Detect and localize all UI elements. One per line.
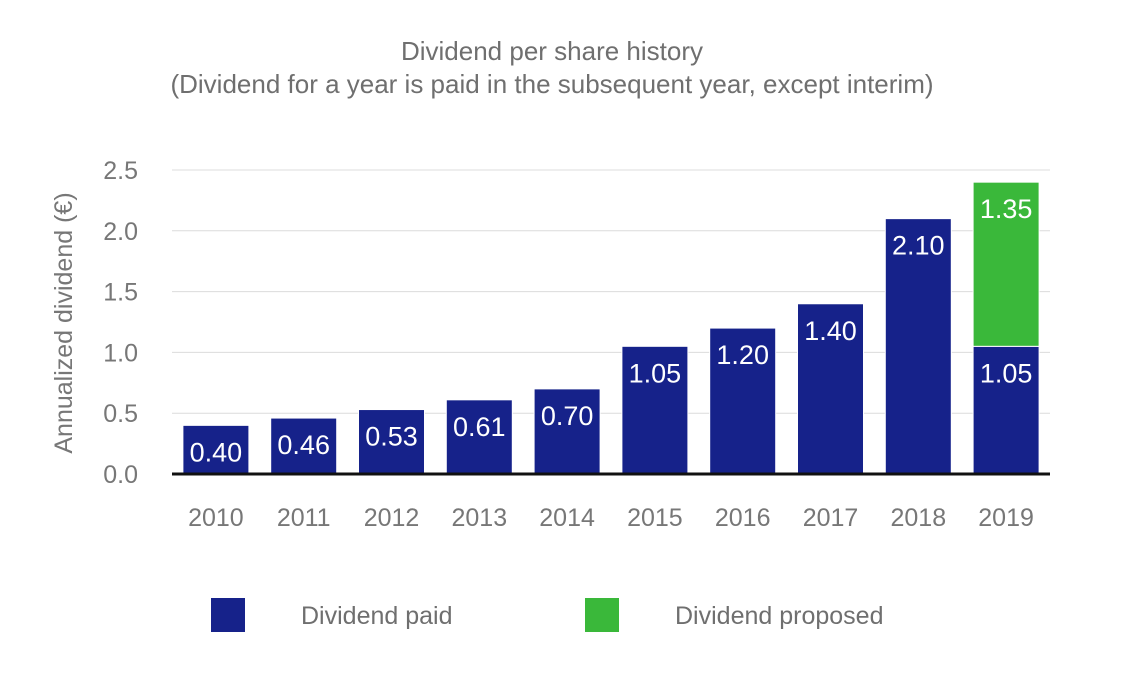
y-tick-label: 2.5 xyxy=(103,157,138,185)
bars xyxy=(182,181,1040,475)
x-tick-label: 2014 xyxy=(539,504,595,532)
x-tick-label: 2013 xyxy=(451,504,507,532)
y-axis-label: Annualized dividend (€) xyxy=(50,192,78,453)
bar-value-label: 0.70 xyxy=(541,401,594,431)
bar-value-label: 1.40 xyxy=(804,316,857,346)
x-tick-label: 2015 xyxy=(627,504,683,532)
bar-value-label: 1.20 xyxy=(716,340,769,370)
bar-value-label: 1.05 xyxy=(980,358,1033,388)
x-tick-label: 2012 xyxy=(364,504,420,532)
bar-paid xyxy=(182,424,250,475)
bar-value-label: 1.35 xyxy=(980,194,1033,224)
x-tick-label: 2019 xyxy=(978,504,1034,532)
x-tick-label: 2011 xyxy=(277,504,331,532)
bar-value-label: 2.10 xyxy=(892,231,945,261)
bar-value-label: 0.61 xyxy=(453,412,506,442)
bar-paid xyxy=(445,399,513,475)
y-tick-labels: 0.0 0.5 1.0 1.5 2.0 2.5 xyxy=(103,157,138,489)
x-tick-label: 2018 xyxy=(890,504,946,532)
bar-paid xyxy=(621,345,689,475)
legend-label-paid: Dividend paid xyxy=(301,602,453,630)
chart-subtitle: (Dividend for a year is paid in the subs… xyxy=(170,69,933,99)
bar-paid xyxy=(709,327,777,475)
x-tick-label: 2010 xyxy=(188,504,244,532)
legend: Dividend paid Dividend proposed xyxy=(211,598,883,632)
bar-value-label: 1.05 xyxy=(629,358,682,388)
x-tick-labels: 2010 2011 2012 2013 2014 2015 2016 2017 2018 2019 xyxy=(188,504,1034,532)
x-tick-label: 2016 xyxy=(715,504,771,532)
x-tick-label: 2017 xyxy=(803,504,859,532)
legend-swatch-proposed xyxy=(585,598,619,632)
chart-title: Dividend per share history xyxy=(401,36,703,66)
y-tick-label: 1.0 xyxy=(103,339,138,367)
legend-label-proposed: Dividend proposed xyxy=(675,602,883,630)
y-tick-label: 0.5 xyxy=(103,400,138,428)
bar-value-labels: 0.40 0.46 0.53 0.61 0.70 1.05 1.20 1.40 2.10 1.05… xyxy=(190,194,1033,467)
bar-value-label: 0.46 xyxy=(277,430,330,460)
legend-swatch-paid xyxy=(211,598,245,632)
bar-value-label: 0.53 xyxy=(365,422,418,452)
bar-paid xyxy=(884,218,952,475)
bar-paid xyxy=(972,345,1040,475)
bar-proposed xyxy=(972,181,1040,347)
bar-paid xyxy=(358,409,425,475)
bar-paid xyxy=(797,303,864,475)
y-tick-label: 0.0 xyxy=(103,461,138,489)
y-tick-label: 1.5 xyxy=(103,279,138,307)
y-tick-label: 2.0 xyxy=(103,218,138,246)
bar-value-label: 0.40 xyxy=(190,437,243,467)
bar-paid xyxy=(533,388,601,475)
